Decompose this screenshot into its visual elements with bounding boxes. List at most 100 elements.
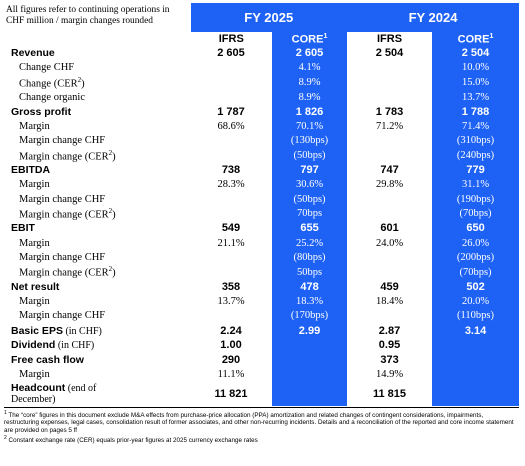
core-value-2024: (110bps)	[432, 308, 520, 324]
table-row: Margin 11.1% 14.9%	[4, 367, 520, 382]
ifrs-value-2025	[190, 148, 272, 163]
ifrs-value-2024: 459	[380, 280, 399, 293]
ifrs-value-2025	[190, 134, 272, 149]
core-value-2024: (310bps)	[432, 133, 520, 149]
core-value-2025	[272, 367, 348, 382]
table-row: Free cash flow 290 373	[4, 352, 520, 368]
ifrs-value-2024: 11 815	[372, 387, 407, 400]
ifrs-value-2024	[347, 75, 432, 90]
core-value-2024: (70bps)	[432, 206, 520, 222]
ifrs-value-2025: 1 787	[217, 105, 245, 118]
core-value-2024: 1 788	[432, 104, 520, 119]
core-value-2025	[272, 352, 348, 368]
table-row: Margin change CHF (170bps) (110bps)	[4, 308, 520, 324]
row-label: Margin	[19, 237, 50, 249]
core-value-2024: 31.1%	[432, 177, 520, 192]
core-value-2024: (190bps)	[432, 191, 520, 207]
ifrs-value-2024: 2 504	[375, 47, 404, 60]
core-value-2025: 2 605	[272, 46, 348, 61]
table-row: Change organic 8.9% 13.7%	[4, 89, 520, 105]
table-row: Revenue 2 605 2 605 2 504 2 504	[4, 46, 520, 61]
ifrs-value-2024	[347, 61, 432, 76]
core-value-2024: 20.0%	[432, 294, 520, 309]
table-row: Margin 13.7% 18.3% 18.4% 20.0%	[4, 294, 520, 309]
core-value-2025: 1 826	[272, 104, 348, 119]
core-value-2024: 3.14	[432, 323, 520, 338]
ifrs-value-2024: 14.9%	[375, 368, 404, 380]
ifrs-value-2025	[190, 250, 272, 265]
core-value-2025: 70bps	[272, 206, 348, 222]
table-row: Margin 28.3% 30.6% 29.8% 31.1%	[4, 177, 520, 192]
ifrs-value-2025: 21.1%	[217, 237, 245, 249]
core-value-2024: 15.0%	[432, 75, 520, 90]
row-label: EBIT	[11, 222, 35, 235]
row-label: Net result	[11, 280, 60, 293]
table-row: Basic EPS (in CHF) 2.24 2.99 2.87 3.14	[4, 323, 520, 338]
core-value-2024: (200bps)	[432, 250, 520, 265]
ifrs-value-2024	[347, 265, 432, 280]
core-value-2025: (50bps)	[272, 191, 348, 207]
row-label: Margin change (CER2)	[19, 265, 116, 279]
table-row: Margin change CHF (50bps) (190bps)	[4, 191, 520, 207]
row-label: Change (CER2)	[19, 75, 85, 90]
ifrs-value-2025: 13.7%	[217, 295, 245, 307]
figures-grid: All figures refer to continuing operatio…	[4, 3, 520, 406]
table-row: Margin change (CER2) 70bps (70bps)	[4, 206, 520, 222]
core-value-2025: (50bps)	[272, 148, 348, 163]
row-label: Free cash flow	[11, 353, 84, 366]
ifrs-value-2025: 2.24	[220, 324, 242, 337]
table-row: Margin change CHF (80bps) (200bps)	[4, 250, 520, 265]
table-row: Margin change CHF (130bps) (310bps)	[4, 133, 520, 149]
row-label: Margin	[19, 179, 50, 191]
ifrs-value-2024	[347, 309, 432, 324]
ifrs-value-2024: 747	[380, 164, 399, 177]
ifrs-value-2024: 24.0%	[375, 237, 404, 249]
row-label: Margin change CHF	[19, 252, 106, 264]
table-row: Margin 68.6% 70.1% 71.2% 71.4%	[4, 118, 520, 134]
ifrs-value-2024: 601	[380, 222, 399, 235]
core-value-2025	[272, 337, 348, 353]
core-value-2025	[272, 381, 348, 406]
ifrs-value-2025	[190, 61, 272, 76]
row-label: Margin change (CER2)	[19, 207, 116, 221]
ifrs-value-2025	[190, 265, 272, 280]
ifrs-value-2024: 373	[380, 353, 399, 366]
core-value-2024: 13.7%	[432, 89, 520, 105]
row-label: Gross profit	[11, 105, 72, 118]
core-value-2025: 70.1%	[272, 118, 348, 134]
core-value-2025: 8.9%	[272, 75, 348, 90]
core-value-2025: 25.2%	[272, 235, 348, 251]
core-value-2025: 50bps	[272, 264, 348, 280]
core-value-2024: 779	[432, 162, 520, 178]
intro-note: All figures refer to continuing operatio…	[4, 3, 191, 46]
core-value-2024	[432, 381, 520, 406]
table-row: Margin change (CER2) (50bps) (240bps)	[4, 148, 520, 163]
core-value-2024	[432, 367, 520, 382]
row-label: Basic EPS (in CHF)	[11, 324, 102, 337]
footnote-2: 2 Constant exchange rate (CER) equals pr…	[4, 434, 258, 444]
subhead-ifrs-2024: IFRS	[376, 33, 403, 45]
core-value-2024: 502	[432, 279, 520, 295]
ifrs-value-2025: 28.3%	[217, 179, 245, 191]
core-value-2024: 10.0%	[432, 60, 520, 76]
ifrs-value-2024	[347, 90, 432, 105]
table-row: Margin change (CER2) 50bps (70bps)	[4, 264, 520, 280]
table-row: Gross profit 1 787 1 826 1 783 1 788	[4, 104, 520, 119]
row-label: Margin change CHF	[19, 193, 106, 205]
ifrs-value-2024	[347, 134, 432, 149]
ifrs-value-2025	[190, 75, 272, 90]
ifrs-value-2025	[190, 309, 272, 324]
core-value-2024: 26.0%	[432, 235, 520, 251]
table-row: Margin 21.1% 25.2% 24.0% 26.0%	[4, 235, 520, 251]
table-row: Headcount (end of December) 11 821 11 815	[4, 381, 520, 406]
table-row: Dividend (in CHF) 1.00 0.95	[4, 337, 520, 353]
core-value-2024	[432, 337, 520, 353]
footnotes: 1 The “core” figures in this document ex…	[4, 406, 519, 445]
subhead-core-2024: CORE1	[432, 32, 520, 46]
footnote-1: 1 The “core” figures in this document ex…	[4, 409, 514, 434]
ifrs-value-2024	[347, 148, 432, 163]
row-label: Headcount (end of December)	[11, 381, 97, 405]
core-value-2024: (70bps)	[432, 264, 520, 280]
table-row: EBITDA 738 797 747 779	[4, 162, 520, 178]
ifrs-value-2024	[347, 192, 432, 207]
